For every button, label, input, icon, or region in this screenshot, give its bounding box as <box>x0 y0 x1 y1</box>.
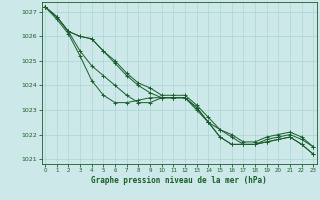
X-axis label: Graphe pression niveau de la mer (hPa): Graphe pression niveau de la mer (hPa) <box>91 176 267 185</box>
